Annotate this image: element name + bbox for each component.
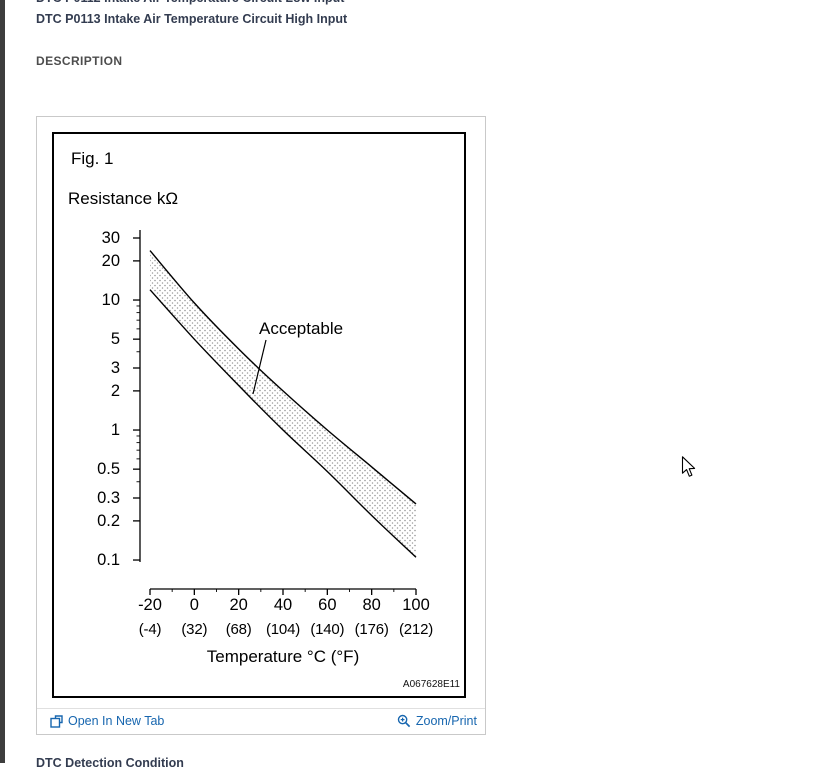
figure-code: A067628E11 bbox=[402, 679, 460, 690]
x-tick-label-c: 80 bbox=[362, 596, 381, 614]
acceptable-label: Acceptable bbox=[259, 319, 344, 338]
figure-toolbar: Open In New Tab Zoom/Print bbox=[37, 708, 485, 734]
x-tick-label-c: 60 bbox=[318, 596, 337, 614]
resistance-temperature-chart: Fig. 1 Resistance kΩ Acceptable Temperat… bbox=[54, 134, 464, 696]
acceptable-band bbox=[150, 250, 416, 558]
zoom-print-label: Zoom/Print bbox=[415, 714, 477, 728]
x-tick-label-f: (-4) bbox=[138, 621, 162, 638]
dtc-heading-p0112: DTC P0112 Intake Air Temperature Circuit… bbox=[36, 0, 344, 6]
y-tick-label: 2 bbox=[110, 381, 120, 400]
description-heading: DESCRIPTION bbox=[36, 54, 123, 68]
y-tick-label: 1 bbox=[110, 421, 120, 440]
x-tick-label-c: 0 bbox=[189, 596, 199, 614]
mouse-cursor bbox=[681, 456, 696, 477]
y-axis-title: Resistance kΩ bbox=[68, 189, 179, 208]
x-tick-label-c: -20 bbox=[138, 596, 162, 614]
figure-number: Fig. 1 bbox=[71, 149, 114, 168]
x-tick-label-f: (140) bbox=[310, 621, 345, 638]
figure-card: Fig. 1 Resistance kΩ Acceptable Temperat… bbox=[36, 116, 486, 735]
zoom-print-link[interactable]: Zoom/Print bbox=[397, 713, 477, 729]
acceptable-upper-limit-curve bbox=[149, 250, 417, 505]
x-axis-title: Temperature °C (°F) bbox=[206, 647, 360, 666]
y-tick-label: 5 bbox=[110, 330, 120, 349]
x-tick-label-c: 100 bbox=[402, 596, 430, 614]
y-tick-label: 10 bbox=[101, 291, 120, 310]
dtc-heading-p0113: DTC P0113 Intake Air Temperature Circuit… bbox=[36, 12, 348, 26]
y-tick-label: 0.2 bbox=[97, 511, 120, 530]
acceptable-lower-limit-curve bbox=[149, 289, 417, 558]
chart-canvas bbox=[133, 230, 417, 595]
open-in-new-tab-link[interactable]: Open In New Tab bbox=[50, 713, 164, 729]
y-tick-label: 30 bbox=[101, 229, 120, 247]
x-tick-label-f: (68) bbox=[225, 621, 252, 638]
x-tick-label-f: (32) bbox=[181, 621, 208, 638]
x-tick-label-c: 40 bbox=[273, 596, 293, 614]
x-tick-label-c: 20 bbox=[229, 596, 248, 614]
y-tick-label: 0.5 bbox=[97, 460, 120, 479]
x-tick-label-f: (176) bbox=[354, 621, 389, 638]
y-tick-label: 20 bbox=[101, 251, 120, 270]
figure-image-wrap: Fig. 1 Resistance kΩ Acceptable Temperat… bbox=[37, 117, 485, 708]
window-left-edge bbox=[0, 0, 5, 763]
y-tick-label: 0.3 bbox=[97, 489, 120, 507]
x-tick-label-f: (212) bbox=[398, 621, 434, 638]
open-in-new-tab-label: Open In New Tab bbox=[68, 714, 165, 728]
y-tick-label: 3 bbox=[110, 359, 120, 377]
figure-frame: Fig. 1 Resistance kΩ Acceptable Temperat… bbox=[52, 132, 466, 698]
y-tick-label: 0.1 bbox=[97, 551, 120, 570]
next-section-heading: DTC Detection Condition bbox=[36, 756, 184, 770]
open-in-new-tab-icon bbox=[50, 714, 63, 728]
x-tick-label-f: (104) bbox=[265, 621, 301, 638]
zoom-magnifier-icon bbox=[397, 714, 411, 728]
